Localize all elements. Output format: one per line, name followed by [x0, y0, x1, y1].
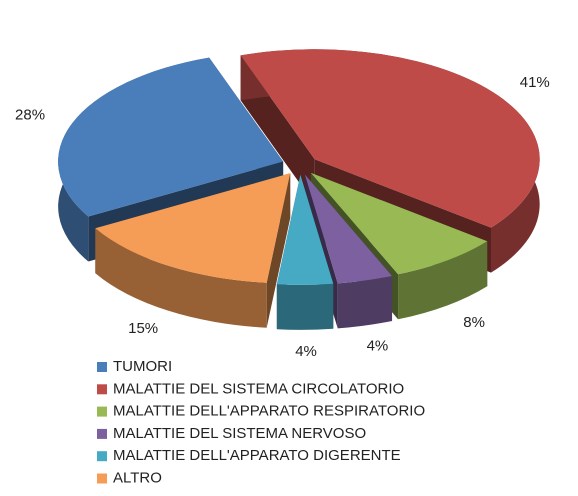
slice-wall — [95, 228, 267, 328]
slice-wall — [337, 275, 393, 329]
legend-label: MALATTIE DEL SISTEMA NERVOSO — [113, 425, 366, 442]
data-label: 41% — [520, 74, 550, 91]
slice — [276, 174, 334, 285]
slice-wall — [398, 241, 488, 320]
legend-label: ALTRO — [113, 469, 162, 486]
legend-swatch — [97, 451, 107, 462]
legend-swatch — [97, 428, 107, 439]
legend-swatch — [97, 473, 107, 484]
slice — [240, 49, 540, 228]
slice — [310, 172, 488, 275]
slice — [58, 57, 284, 217]
legend-label: MALATTIE DELL'APPARATO RESPIRATORIO — [113, 403, 425, 420]
legend-swatch — [97, 384, 107, 395]
legend: TUMORI MALATTIE DEL SISTEMA CIRCOLATORIO M… — [97, 358, 425, 486]
data-label: 4% — [367, 338, 389, 355]
slice — [304, 174, 393, 284]
legend-label: MALATTIE DELL'APPARATO DIGERENTE — [113, 447, 401, 464]
legend-swatch — [97, 362, 107, 372]
slice-wall — [276, 283, 334, 330]
data-label: 15% — [128, 320, 158, 337]
legend-swatch — [97, 406, 107, 417]
labels: 28% 41% 8% 4% 4% 15% — [15, 74, 550, 360]
legend-label: MALATTIE DEL SISTEMA CIRCOLATORIO — [113, 380, 404, 397]
data-label: 28% — [15, 107, 45, 124]
data-label: 8% — [463, 314, 485, 331]
slice — [95, 173, 291, 283]
legend-label: TUMORI — [113, 358, 172, 375]
pie — [58, 49, 540, 330]
data-label: 4% — [295, 343, 317, 360]
